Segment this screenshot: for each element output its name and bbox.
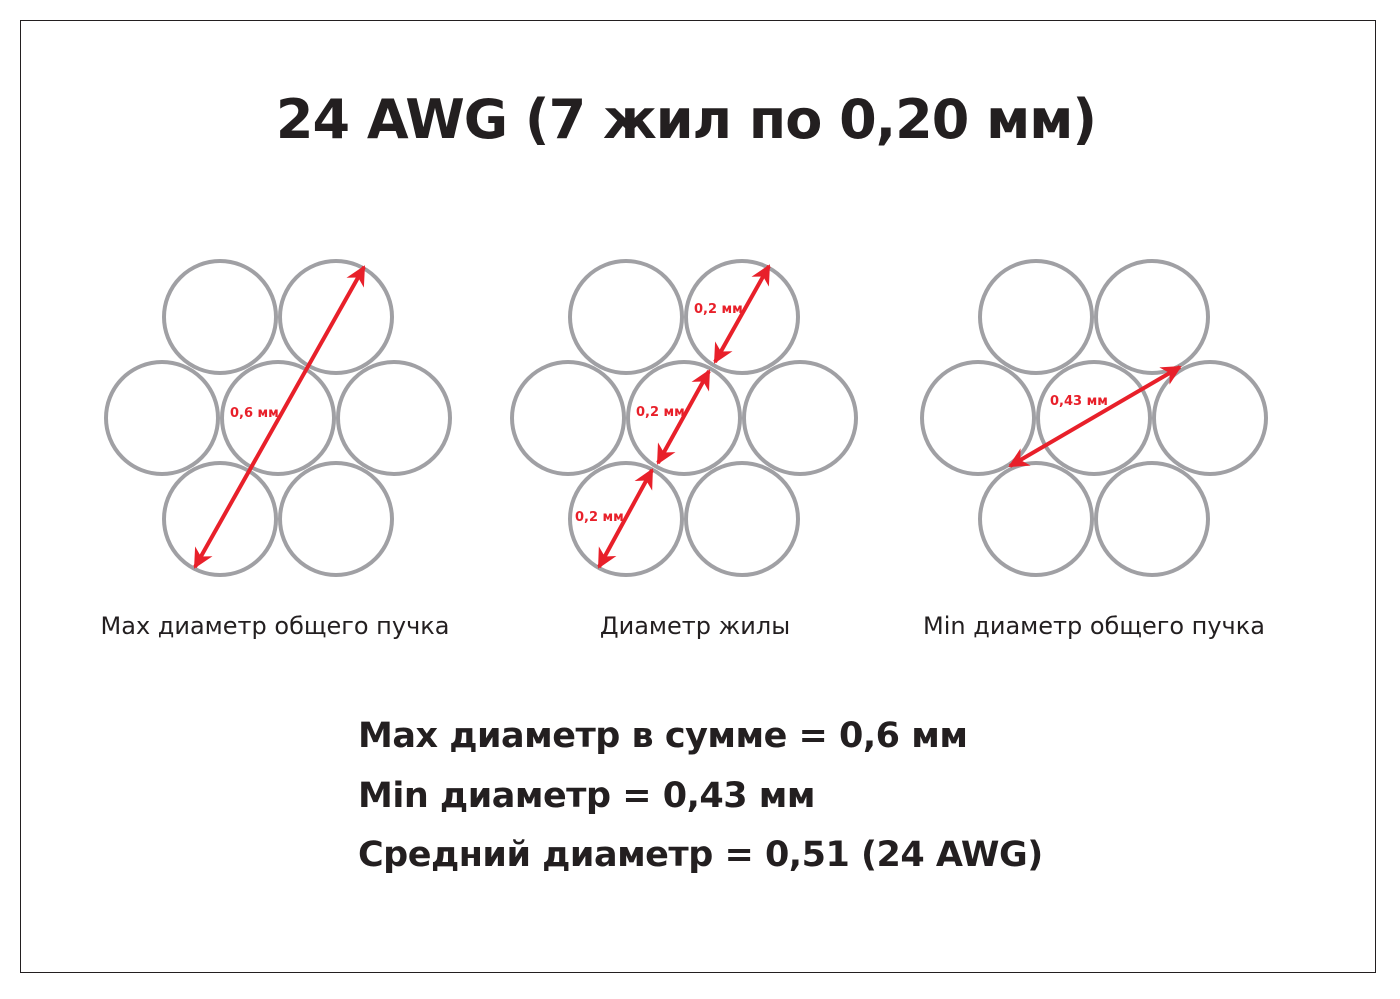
wire-strand-circle	[568, 461, 684, 577]
wire-strand-circle	[742, 360, 858, 476]
caption-strand-diameter: Диаметр жилы	[599, 612, 791, 640]
strand-diameter-arrow-top	[713, 264, 771, 364]
strand-cluster	[510, 259, 858, 577]
wire-strand-circle	[568, 259, 684, 375]
strand-diameter-label-middle: 0,2 мм	[636, 405, 685, 420]
max-diameter-arrow	[193, 265, 366, 569]
wire-strand-circle	[978, 461, 1094, 577]
wire-strand-circle	[104, 360, 220, 476]
strand-diameter-arrow-bottom	[597, 468, 654, 569]
page-title: 24 AWG (7 жил по 0,20 мм)	[275, 88, 1097, 151]
caption-min-diameter: Min диаметр общего пучка	[923, 612, 1265, 640]
caption-max-diameter: Max диаметр общего пучка	[100, 612, 450, 640]
wire-strand-circle	[978, 259, 1094, 375]
strand-diameter-arrow-middle	[656, 369, 711, 465]
wire-strand-circle	[162, 259, 278, 375]
max-diameter-label: 0,6 мм	[230, 406, 279, 421]
wire-strand-circle	[1094, 259, 1210, 375]
wire-strand-circle	[510, 360, 626, 476]
wire-strand-circle	[1152, 360, 1268, 476]
wire-strand-circle	[920, 360, 1036, 476]
wire-strand-circle	[278, 461, 394, 577]
page-frame	[20, 20, 1376, 973]
summary-average: Средний диаметр = 0,51 (24 AWG)	[358, 835, 1043, 875]
min-diameter-label: 0,43 мм	[1050, 394, 1108, 409]
strand-diameter-label-top: 0,2 мм	[694, 302, 743, 317]
wire-strand-circle	[1094, 461, 1210, 577]
wire-strand-circle	[626, 360, 742, 476]
wire-strand-circle	[684, 259, 800, 375]
wire-strand-circle	[684, 461, 800, 577]
min-diameter-arrow	[1008, 365, 1182, 468]
summary-min: Min диаметр = 0,43 мм	[358, 776, 815, 816]
strand-diameter-label-bottom: 0,2 мм	[575, 510, 624, 525]
summary-max: Max диаметр в сумме = 0,6 мм	[358, 716, 968, 756]
wire-strand-circle	[336, 360, 452, 476]
